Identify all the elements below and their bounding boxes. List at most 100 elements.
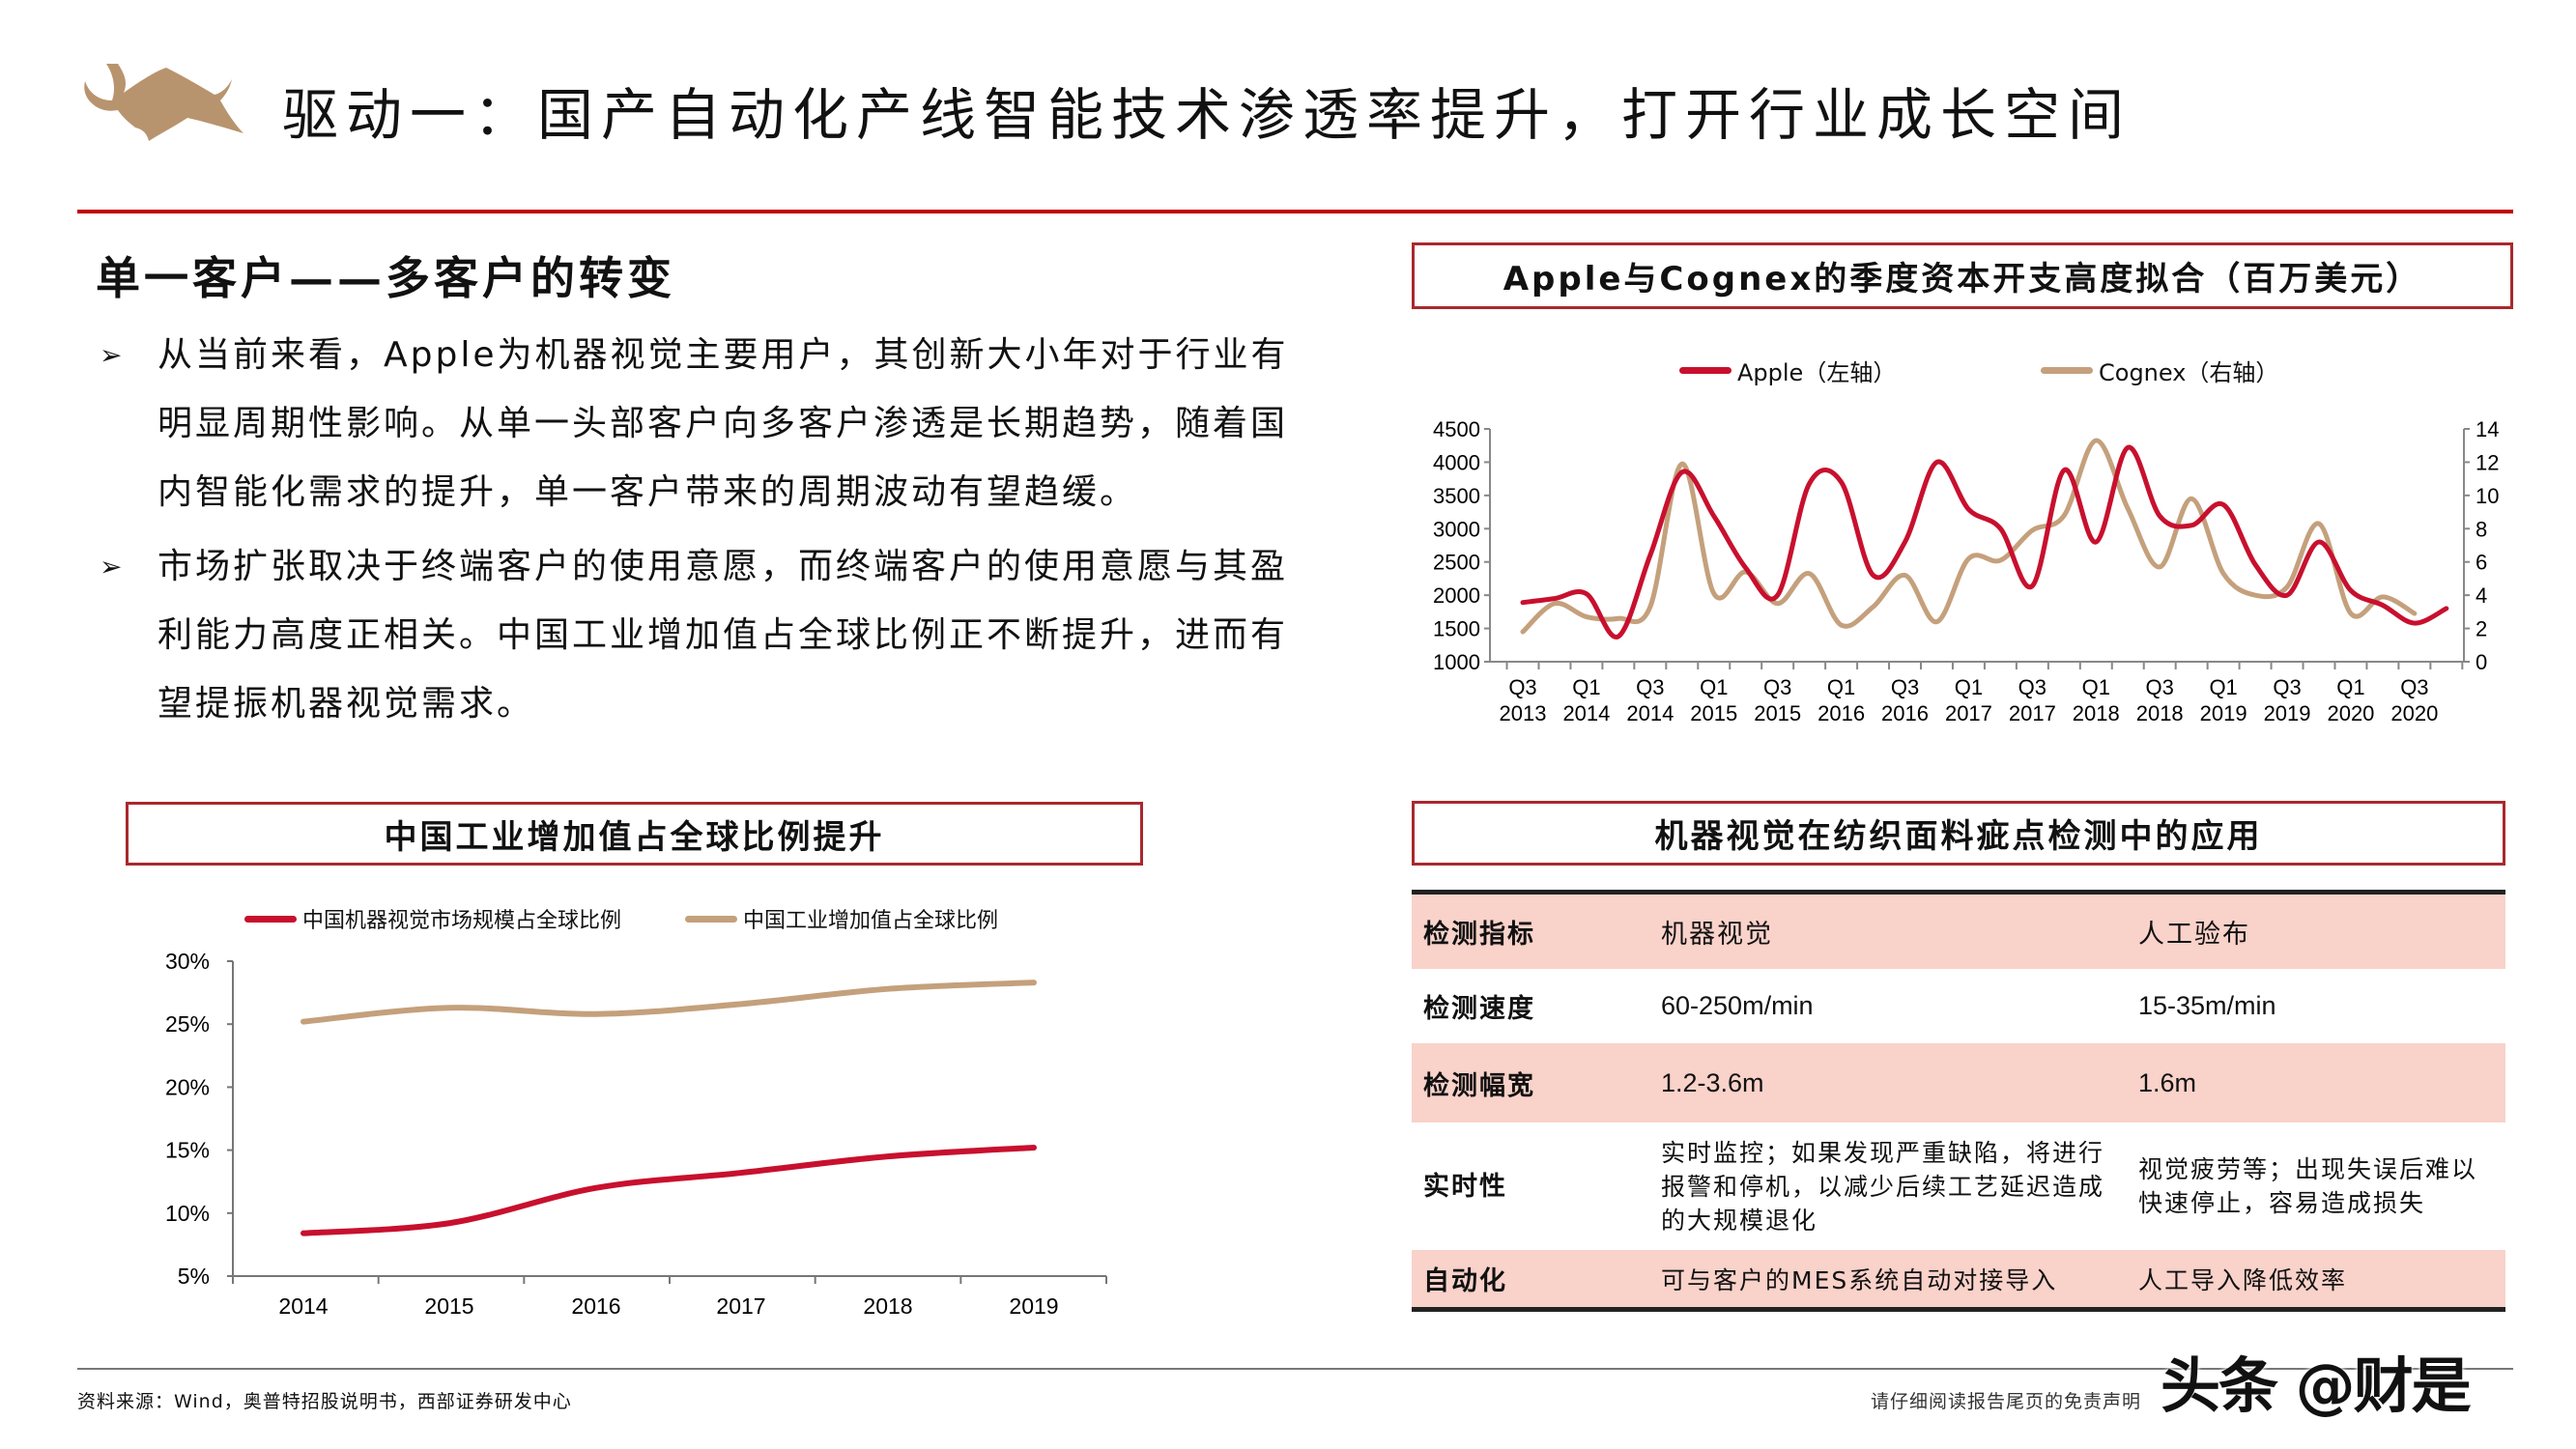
legend-label: Apple（左轴） [1737, 359, 1897, 386]
x-tick-label: 2014 [1562, 701, 1610, 725]
bullet-text: 市场扩张取决于终端客户的使用意愿，而终端客户的使用意愿与其盈利能力高度正相关。中… [157, 547, 1289, 724]
disclaimer-note: 请仔细阅读报告尾页的免责声明 [1870, 1391, 2141, 1412]
x-tick-label: 2017 [2009, 701, 2056, 725]
y-tick-label-left: 3000 [1433, 517, 1480, 541]
y-tick-label: 10% [165, 1201, 210, 1226]
legend-industry-share: 中国工业增加值占全球比例 [685, 903, 998, 934]
x-tick-label: 2019 [2200, 701, 2247, 725]
watermark: 头条 @财是 [2161, 1350, 2472, 1421]
arrow-bullet-icon: ➢ [100, 339, 126, 371]
table-cell: 可与客户的MES系统自动对接导入 [1661, 1265, 2058, 1294]
source-note: 资料来源：Wind，奥普特招股说明书，西部证券研发中心 [77, 1391, 572, 1412]
table-cell: 15-35m/min [2138, 991, 2276, 1020]
comparison-table: 检测指标 机器视觉 人工验布 检测速度 60-250m/min 15-35m/min 检… [1412, 890, 2505, 1312]
x-tick-label: 2017 [1945, 701, 1992, 725]
footer-divider [77, 1368, 2513, 1370]
bullet-text: 从当前来看，Apple为机器视觉主要用户，其创新大小年对于行业有明显周期性影响。… [157, 335, 1289, 512]
legend-swatch [685, 915, 737, 923]
table-row: 自动化 可与客户的MES系统自动对接导入 人工导入降低效率 [1412, 1250, 2505, 1307]
y-tick-label-right: 10 [2476, 484, 2499, 508]
y-tick-label-right: 0 [2476, 650, 2487, 674]
legend-cognex: Cognex（右轴） [2041, 354, 2278, 387]
x-tick-label: Q1 [1955, 675, 1983, 699]
page-title: 驱动一：国产自动化产线智能技术渗透率提升，打开行业成长空间 [282, 82, 2132, 148]
x-tick-label: Q3 [1508, 675, 1536, 699]
x-tick-label: Q1 [2209, 675, 2237, 699]
legend-swatch [244, 915, 297, 923]
x-tick-label: 2017 [716, 1293, 765, 1319]
x-tick-label: Q3 [1636, 675, 1664, 699]
bull-logo [84, 64, 243, 141]
table-cell: 视觉疲劳等；出现失误后难以快速停止，容易造成损失 [2138, 1155, 2478, 1217]
y-tick-label: 20% [165, 1074, 210, 1099]
y-tick-label-right: 2 [2476, 617, 2487, 641]
bullet-item: ➢ 从当前来看，Apple为机器视觉主要用户，其创新大小年对于行业有明显周期性影… [100, 321, 1307, 526]
legend-mv-share: 中国机器视觉市场规模占全球比例 [244, 903, 621, 934]
y-tick-label-right: 4 [2476, 583, 2487, 608]
share-chart: 5% 10% 15% 20% 25% 30% 2014 2015 2016 2017 2018 201… [165, 949, 1107, 1319]
capex-chart-title: Apple与Cognex的季度资本开支高度拟合（百万美元） [1412, 242, 2513, 309]
x-tick-label: Q3 [2018, 675, 2046, 699]
y-tick-label: 5% [178, 1264, 210, 1289]
x-tick-label: Q3 [1763, 675, 1791, 699]
table-cell: 检测速度 [1423, 994, 1535, 1024]
y-tick-label-left: 2500 [1433, 551, 1480, 575]
y-tick-label-left: 2000 [1433, 583, 1480, 608]
legend-label: Cognex（右轴） [2099, 359, 2279, 386]
x-tick-label: 2018 [2073, 701, 2120, 725]
legend-label: 中国机器视觉市场规模占全球比例 [302, 909, 622, 933]
x-tick-label: Q1 [2336, 675, 2364, 699]
table-cell: 实时监控；如果发现严重缺陷，将进行报警和停机，以减少后续工艺延迟造成的大规模退化 [1661, 1138, 2105, 1235]
table-cell: 人工导入降低效率 [2138, 1265, 2348, 1294]
y-tick-label-left: 1500 [1433, 617, 1480, 641]
share-chart-title: 中国工业增加值占全球比例提升 [126, 802, 1143, 866]
x-tick-label: Q1 [1827, 675, 1855, 699]
x-tick-label: 2019 [1009, 1293, 1058, 1319]
table-cell: 实时性 [1423, 1171, 1507, 1202]
y-tick-label-right: 12 [2476, 450, 2499, 474]
y-tick-label-right: 6 [2476, 551, 2487, 575]
legend-swatch [2041, 367, 2093, 374]
x-tick-label: Q3 [2400, 675, 2428, 699]
bullet-item: ➢ 市场扩张取决于终端客户的使用意愿，而终端客户的使用意愿与其盈利能力高度正相关… [100, 532, 1307, 738]
title-divider [77, 210, 2513, 213]
x-tick-label: 2016 [1881, 701, 1929, 725]
series-line-mv-share [301, 1144, 1037, 1236]
table-cell: 1.6m [2138, 1067, 2197, 1097]
section-heading: 单一客户——多客户的转变 [96, 252, 675, 304]
x-tick-label: 2015 [424, 1293, 473, 1319]
table-header-row: 检测指标 机器视觉 人工验布 [1412, 895, 2505, 969]
x-tick-label: 2014 [1626, 701, 1674, 725]
legend-label: 中国工业增加值占全球比例 [743, 909, 999, 933]
y-tick-label-left: 4500 [1433, 417, 1480, 441]
table-cell: 人工验布 [2138, 920, 2250, 950]
table-title: 机器视觉在纺织面料疵点检测中的应用 [1412, 801, 2505, 866]
legend-apple: Apple（左轴） [1679, 354, 1896, 387]
y-tick-label-right: 8 [2476, 517, 2487, 541]
table-cell: 自动化 [1423, 1266, 1507, 1296]
x-tick-label: Q1 [1700, 675, 1728, 699]
table-row: 检测速度 60-250m/min 15-35m/min [1412, 969, 2505, 1043]
x-tick-label: Q3 [2146, 675, 2174, 699]
table-cell: 检测指标 [1423, 920, 1535, 950]
x-tick-label: 2015 [1754, 701, 1801, 725]
x-tick-label: 2019 [2264, 701, 2311, 725]
y-tick-label-left: 1000 [1433, 650, 1480, 674]
y-tick-label-left: 4000 [1433, 450, 1480, 474]
table-row: 实时性 实时监控；如果发现严重缺陷，将进行报警和停机，以减少后续工艺延迟造成的大规… [1412, 1122, 2505, 1250]
x-tick-label: 2020 [2390, 701, 2438, 725]
table-cell: 检测幅宽 [1423, 1070, 1535, 1101]
y-tick-label: 15% [165, 1138, 210, 1163]
x-tick-label: 2020 [2327, 701, 2374, 725]
table-cell: 机器视觉 [1661, 920, 1773, 950]
capex-chart: 1000 1500 2000 2500 3000 3500 4000 4500 0 2 4 6 8 10 1… [1433, 417, 2499, 725]
x-tick-label: Q1 [1572, 675, 1600, 699]
table-cell: 1.2-3.6m [1661, 1067, 1764, 1097]
x-tick-label: 2016 [1818, 701, 1865, 725]
table-cell: 60-250m/min [1661, 991, 1814, 1020]
x-tick-label: 2018 [2136, 701, 2184, 725]
x-tick-label: 2014 [278, 1293, 328, 1319]
y-tick-label-right: 14 [2476, 417, 2499, 441]
y-tick-label-left: 3500 [1433, 484, 1480, 508]
x-tick-label: 2013 [1500, 701, 1547, 725]
